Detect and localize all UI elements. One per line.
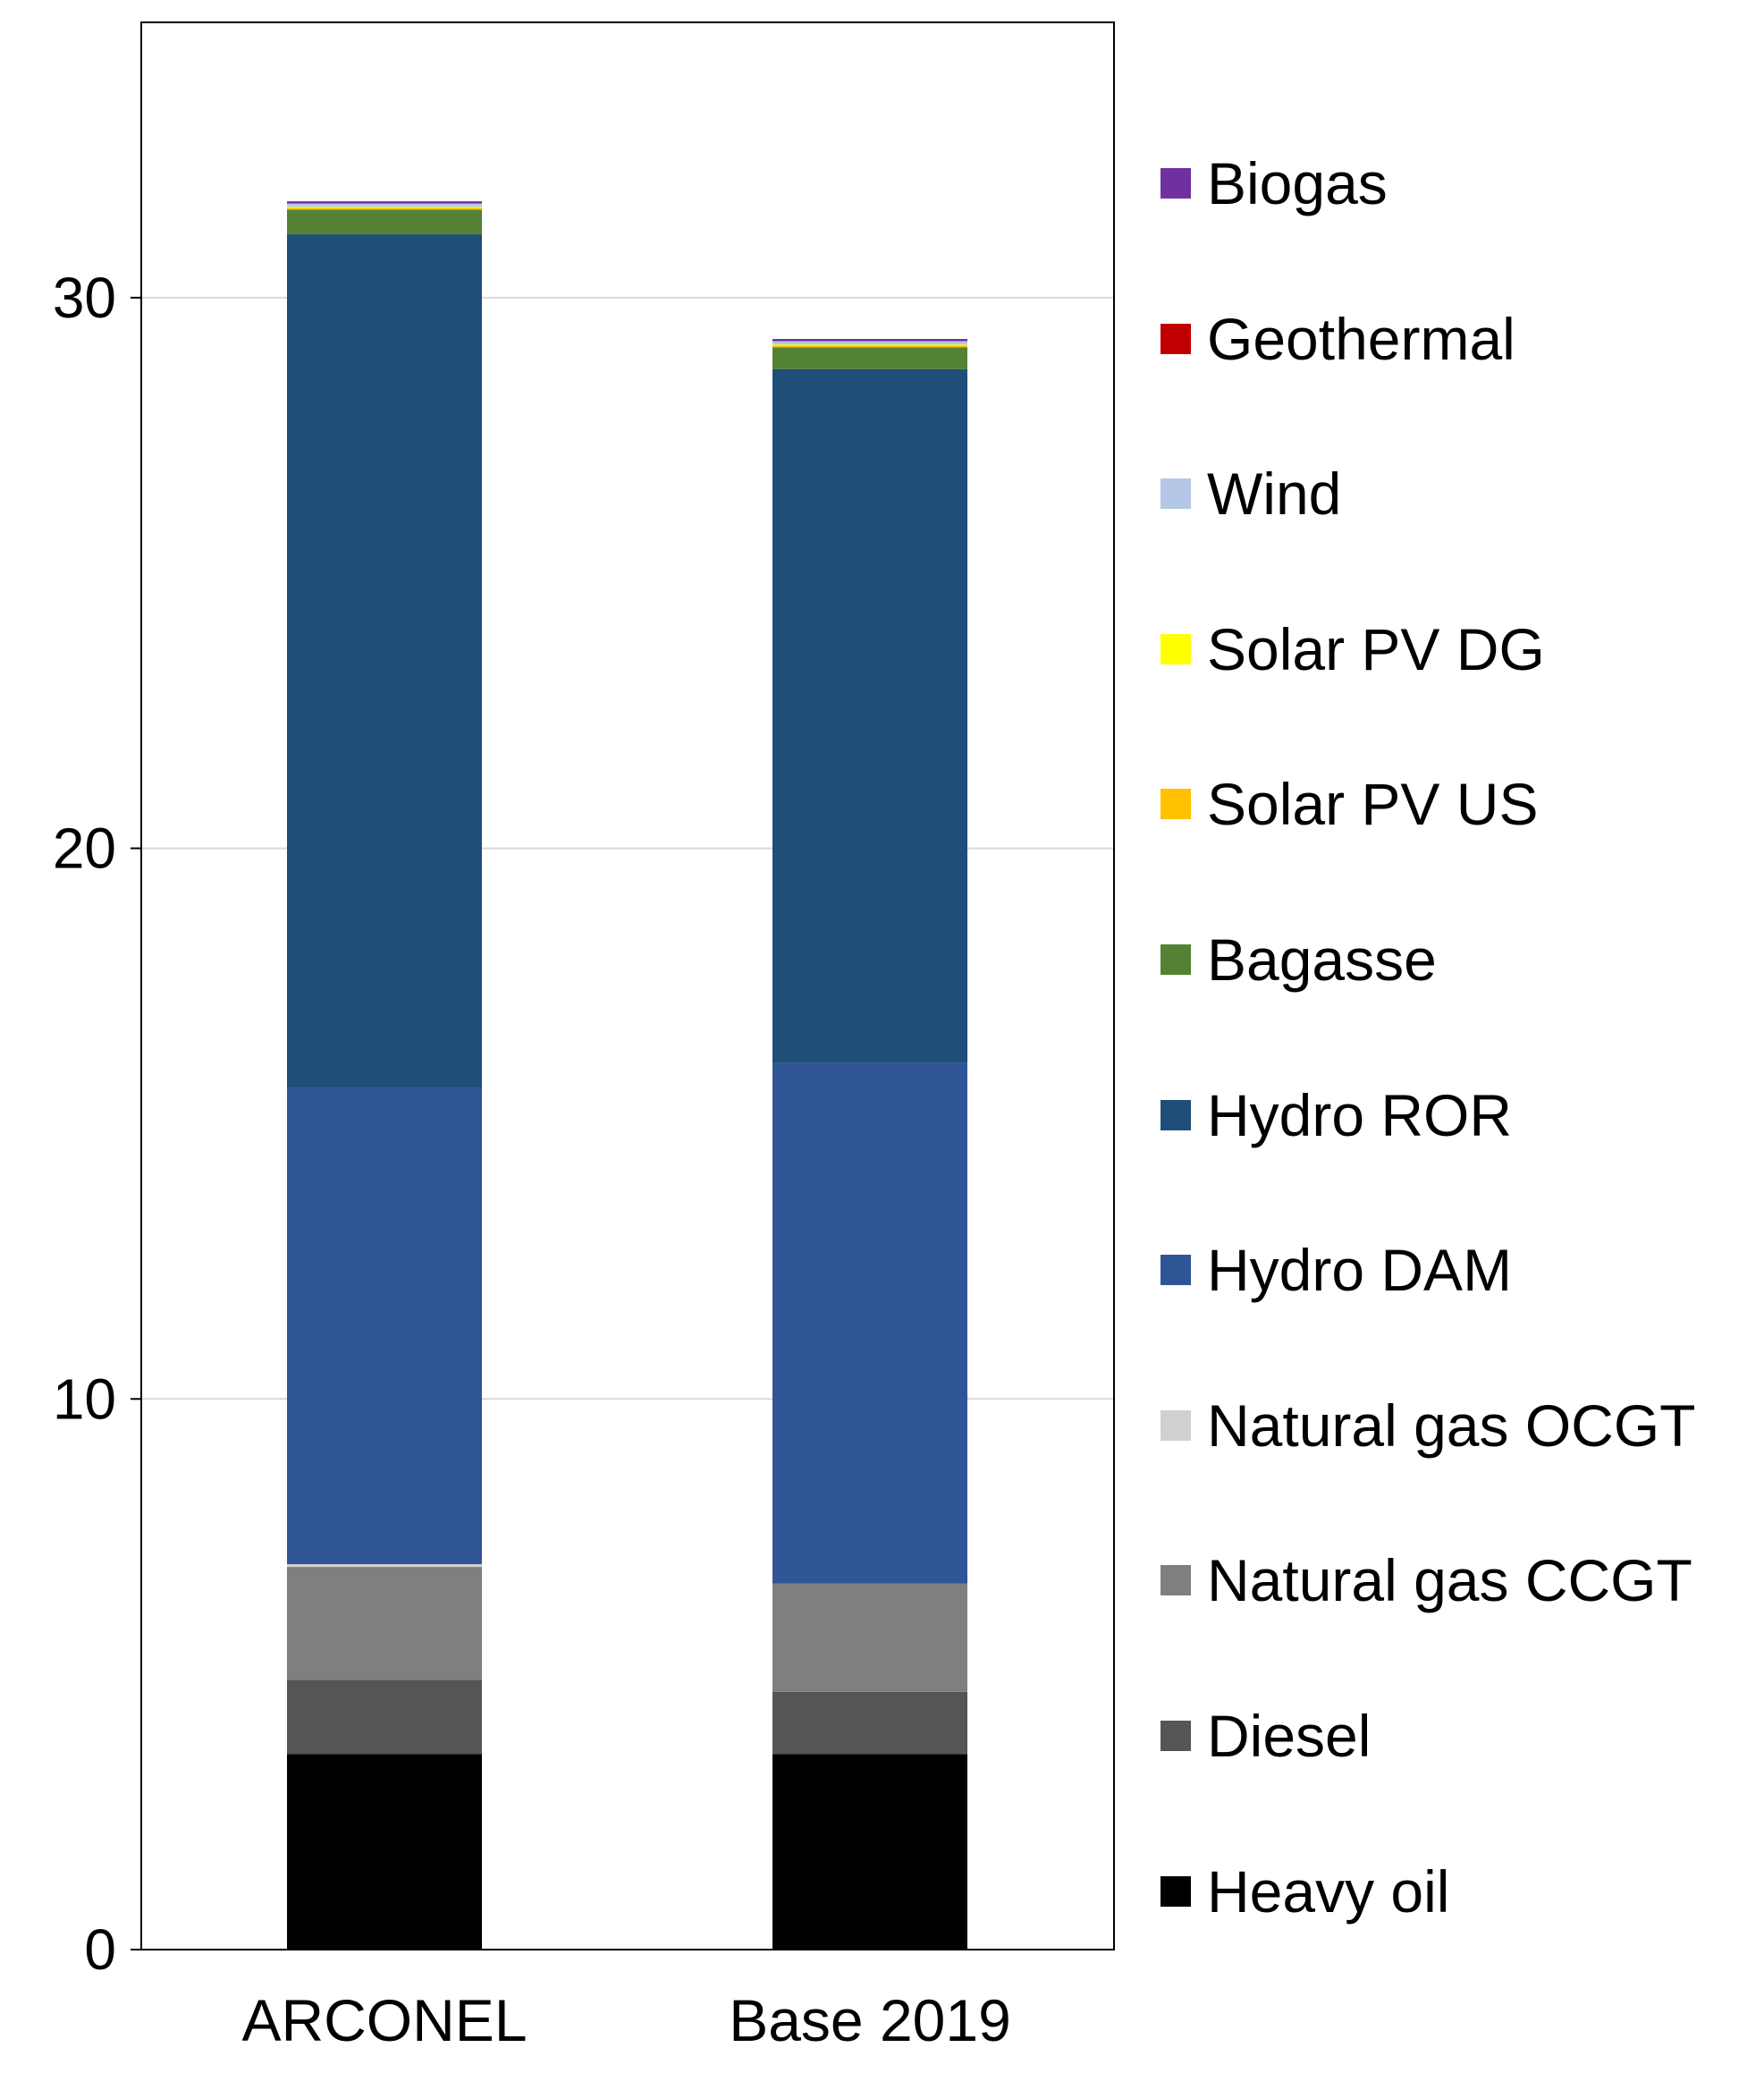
legend-swatch <box>1161 1099 1191 1130</box>
legend-item-geothermal: Geothermal <box>1161 299 1515 379</box>
bar-segment-hydro-ror <box>772 368 967 1063</box>
bars <box>287 201 967 1950</box>
bar-segment-wind <box>772 341 967 345</box>
bar-segment-natural-gas-ocgt <box>287 1564 482 1568</box>
legend-swatch <box>1161 633 1191 664</box>
bar-segment-solar-pv-us <box>772 345 967 348</box>
x-axis-category-labels: ARCONEL Base 2019 <box>241 1987 1010 2053</box>
bar-segment-solar-pv-us <box>287 207 482 210</box>
y-axis-tick-labels: 0 10 20 30 <box>53 266 141 1982</box>
bar-segment-biogas <box>772 339 967 342</box>
legend-item-hydro-dam: Hydro DAM <box>1161 1230 1512 1310</box>
y-tick-label: 20 <box>53 817 116 881</box>
bar-stack-base-2019 <box>772 339 967 1950</box>
bar-segment-heavy-oil <box>772 1754 967 1950</box>
bar-segment-wind <box>287 203 482 207</box>
bar-segment-natural-gas-ccgt <box>287 1567 482 1680</box>
legend-label: Geothermal <box>1207 305 1515 372</box>
legend-label: Hydro DAM <box>1207 1237 1513 1304</box>
legend-item-hydro-ror: Hydro ROR <box>1161 1075 1512 1155</box>
legend-swatch <box>1161 789 1191 820</box>
legend-label: Natural gas CCGT <box>1207 1547 1692 1614</box>
legend-swatch <box>1161 168 1191 199</box>
legend-swatch <box>1161 478 1191 510</box>
plot-area-border <box>140 21 1115 1950</box>
legend-item-diesel: Diesel <box>1161 1696 1371 1776</box>
legend-item-wind: Wind <box>1161 453 1341 534</box>
legend-item-natural-gas-ocgt: Natural gas OCGT <box>1161 1385 1696 1466</box>
bar-segment-bagasse <box>287 209 482 235</box>
legend-item-natural-gas-ccgt: Natural gas CCGT <box>1161 1540 1692 1620</box>
legend-item-solar-pv-us: Solar PV US <box>1161 764 1538 844</box>
legend-swatch <box>1161 323 1191 354</box>
y-tick-label: 0 <box>84 1917 116 1982</box>
legend-swatch <box>1161 1409 1191 1441</box>
bar-segment-hydro-ror <box>287 234 482 1088</box>
bar-stack-arconel <box>287 201 482 1950</box>
x-category-label: Base 2019 <box>729 1987 1011 2053</box>
legend-label: Heavy oil <box>1207 1857 1450 1925</box>
bar-segment-hydro-dam <box>772 1062 967 1584</box>
legend-swatch <box>1161 1875 1191 1907</box>
x-category-label: ARCONEL <box>241 1987 527 2053</box>
legend-label: Hydro ROR <box>1207 1081 1513 1148</box>
legend-label: Solar PV DG <box>1207 615 1545 682</box>
legend-label: Solar PV US <box>1207 771 1539 838</box>
y-tick-label: 30 <box>53 266 116 330</box>
y-tick-label: 10 <box>53 1366 116 1431</box>
legend-label: Natural gas OCGT <box>1207 1392 1696 1459</box>
legend-label: Wind <box>1207 461 1342 528</box>
legend-label: Bagasse <box>1207 927 1437 993</box>
legend-label: Diesel <box>1207 1703 1372 1769</box>
legend-item-bagasse: Bagasse <box>1161 919 1437 1000</box>
bar-segment-bagasse <box>772 347 967 369</box>
legend-swatch <box>1161 1721 1191 1751</box>
legend-item-solar-pv-dg: Solar PV DG <box>1161 609 1545 690</box>
legend-label: Biogas <box>1207 150 1388 216</box>
legend-swatch <box>1161 1565 1191 1596</box>
bar-segment-biogas <box>287 201 482 204</box>
legend-item-heavy-oil: Heavy oil <box>1161 1851 1449 1932</box>
bar-segment-diesel <box>287 1680 482 1755</box>
legend-item-biogas: Biogas <box>1161 143 1388 224</box>
legend-swatch <box>1161 1255 1191 1286</box>
bar-segment-hydro-dam <box>287 1087 482 1564</box>
bar-segment-diesel <box>772 1691 967 1755</box>
bar-segment-solar-pv-dg <box>772 344 967 346</box>
legend-swatch <box>1161 944 1191 975</box>
bar-segment-heavy-oil <box>287 1754 482 1950</box>
bar-segment-natural-gas-ccgt <box>772 1583 967 1692</box>
